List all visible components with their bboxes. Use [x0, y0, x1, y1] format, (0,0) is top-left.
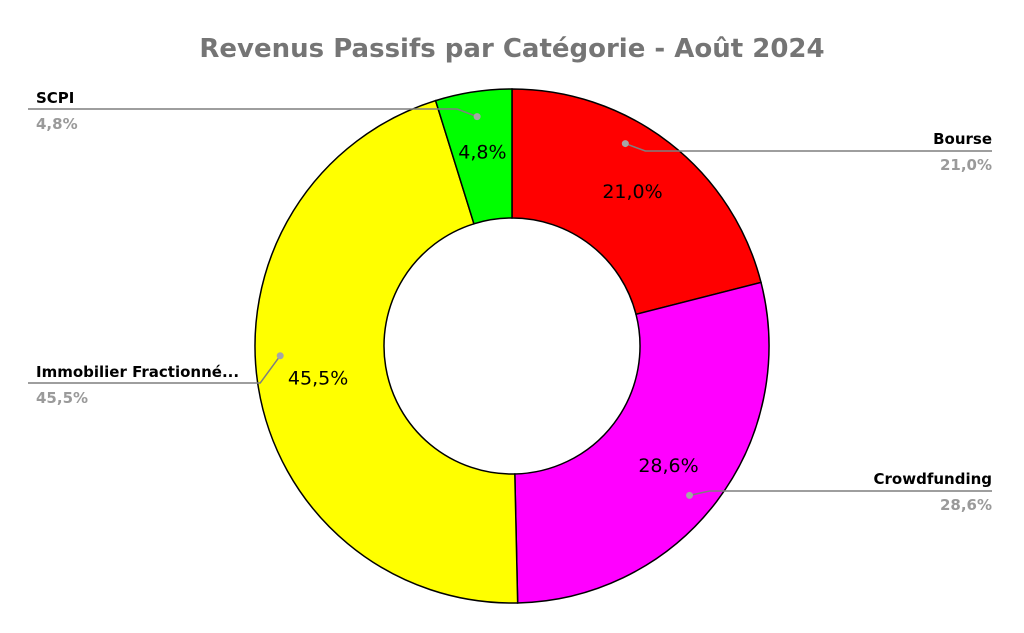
callout-name-crowdfunding: Crowdfunding	[874, 470, 992, 488]
callouts-group: Bourse 21,0% Crowdfunding 28,6% Immobilier F…	[28, 89, 992, 514]
callout-value-scpi: 4,8%	[36, 115, 78, 133]
slice-label-bourse: 21,0%	[602, 181, 662, 203]
slices-group	[254, 88, 770, 604]
callout-value-bourse: 21,0%	[940, 156, 992, 174]
leader-line-crowdfunding	[689, 490, 992, 497]
leader-dot-immobilier-fractionne	[276, 352, 284, 360]
leader-line-immobilier-fractionne	[28, 355, 281, 384]
callout-value-crowdfunding: 28,6%	[940, 496, 992, 514]
callout-value-immobilier-fractionne: 45,5%	[36, 389, 88, 407]
slice-labels-group: 21,0% 28,6% 45,5% 4,8%	[288, 142, 699, 477]
callout-name-immobilier-fractionne: Immobilier Fractionné...	[36, 363, 239, 381]
slice-label-immobilier-fractionne: 45,5%	[288, 368, 348, 390]
slice-bourse[interactable]	[511, 88, 762, 316]
callout-name-scpi: SCPI	[36, 89, 74, 107]
slice-label-scpi: 4,8%	[458, 142, 506, 164]
leader-dot-scpi	[473, 113, 481, 121]
callout-name-bourse: Bourse	[933, 130, 992, 148]
leader-dot-bourse	[621, 140, 629, 148]
leader-line-bourse	[625, 142, 992, 152]
leader-line-scpi	[28, 108, 478, 118]
leader-dot-crowdfunding	[686, 491, 694, 499]
slice-scpi[interactable]	[434, 88, 513, 225]
slice-label-crowdfunding: 28,6%	[638, 455, 698, 477]
chart-title: Revenus Passifs par Catégorie - Août 202…	[199, 34, 824, 64]
slice-crowdfunding[interactable]	[514, 281, 770, 604]
slice-immobilier-fractionne[interactable]	[254, 99, 519, 604]
